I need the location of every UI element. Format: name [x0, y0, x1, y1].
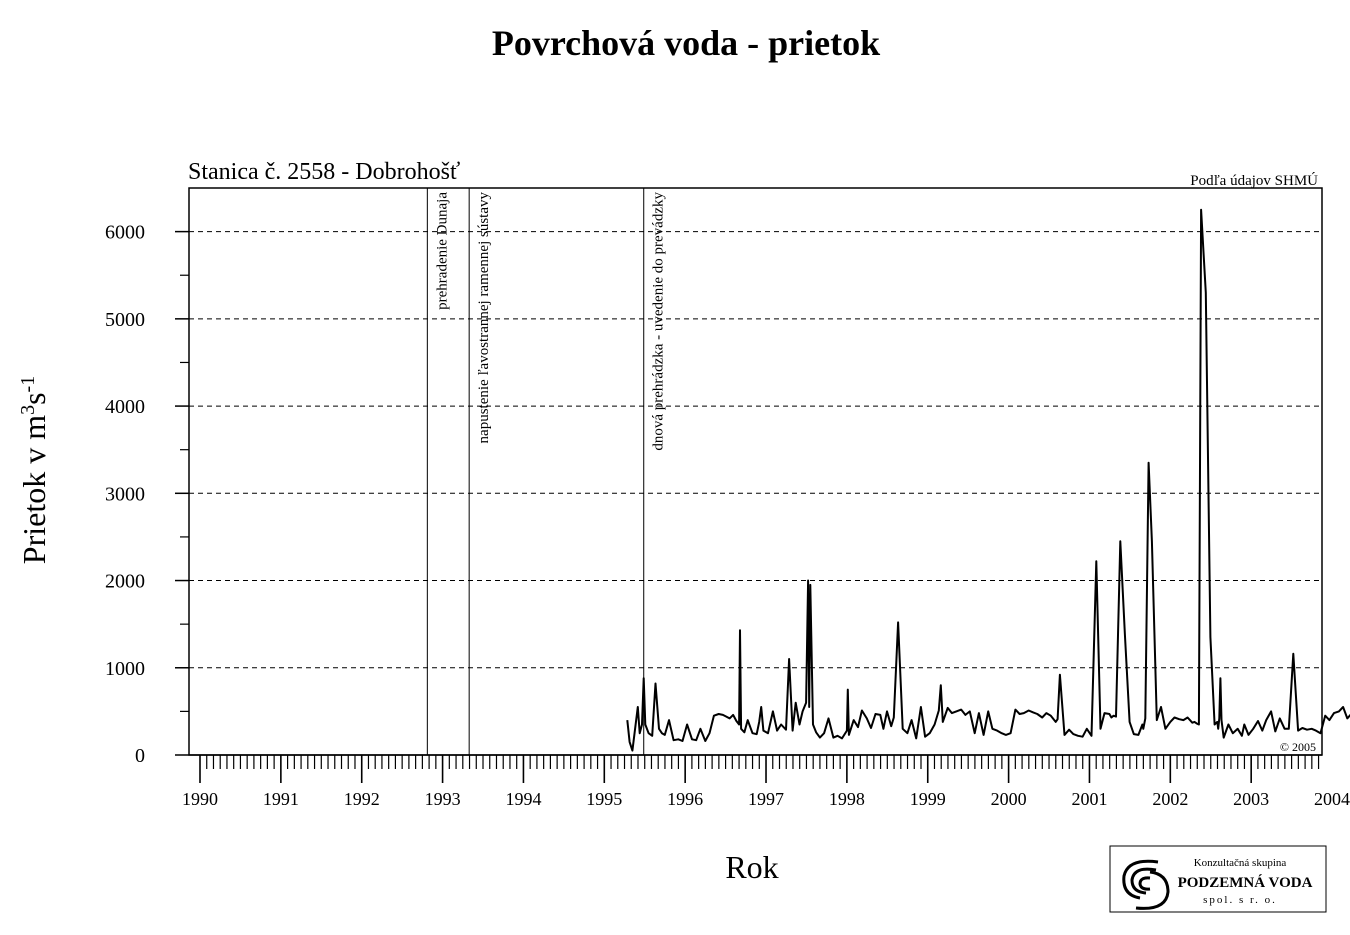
x-tick-label-1993: 1993 — [425, 789, 461, 809]
x-tick-label-1998: 1998 — [829, 789, 865, 809]
copyright-note: © 2005 — [1280, 740, 1316, 754]
x-tick-label-1995: 1995 — [586, 789, 622, 809]
grid-lines — [189, 231, 1322, 669]
x-tick-label-2002: 2002 — [1152, 789, 1188, 809]
x-tick-label-1999: 1999 — [910, 789, 946, 809]
chart-title: Povrchová voda - prietok — [492, 23, 880, 63]
x-tick-label-2001: 2001 — [1071, 789, 1107, 809]
y-axis-title-sup1: 3 — [17, 405, 39, 415]
y-tick-label-4000: 4000 — [105, 396, 145, 418]
x-tick-label-1990: 1990 — [182, 789, 218, 809]
y-axis-title: Prietok v m3s-1 — [16, 376, 52, 564]
company-logo: Konzultačná skupina PODZEMNÁ VODA spol. … — [1109, 845, 1327, 913]
x-axis-title: Rok — [725, 849, 778, 885]
y-axis-title-base: Prietok v m — [16, 415, 52, 564]
event-label-1: prehradenie Dunaja — [434, 192, 450, 310]
x-tick-label-1991: 1991 — [263, 789, 299, 809]
x-tick-label-2003: 2003 — [1233, 789, 1269, 809]
y-tick-label-0: 0 — [135, 745, 145, 767]
logo-mark-icon — [1122, 859, 1170, 910]
logo-frame — [1109, 845, 1327, 913]
x-tick-label-1997: 1997 — [748, 789, 784, 809]
logo-mark-stroke-2 — [1130, 867, 1157, 895]
x-tick-label-2004: 2004 — [1314, 789, 1350, 809]
y-axis: 0 1000 2000 3000 4000 5000 6000 — [105, 222, 189, 767]
logo-line-2: PODZEMNÁ VODA — [1178, 874, 1313, 891]
y-tick-label-1000: 1000 — [105, 658, 145, 680]
event-label-2: napustenie ľavostrannej ramennej sústavy — [476, 192, 492, 444]
logo-mark-stroke-3 — [1138, 876, 1151, 891]
data-source-note: Podľa údajov SHMÚ — [1190, 172, 1318, 189]
y-tick-label-5000: 5000 — [105, 309, 145, 331]
logo-line-3: spol. s r. o. — [1203, 894, 1277, 906]
event-markers: prehradenie Dunaja napustenie ľavostranne… — [426, 188, 667, 755]
event-label-3: dnová prehrádzka - uvedenie do prevádzky — [651, 192, 667, 451]
x-tick-label-1994: 1994 — [505, 789, 541, 809]
x-axis: 1990 1991 1992 1993 1994 1995 1996 1997 1998 1999… — [182, 754, 1350, 809]
x-tick-label-2000: 2000 — [991, 789, 1027, 809]
plot-frame — [188, 187, 1323, 756]
discharge-series-line — [626, 208, 1350, 752]
y-tick-label-6000: 6000 — [105, 222, 145, 244]
y-tick-label-2000: 2000 — [105, 571, 145, 593]
logo-mark-stroke-1 — [1122, 859, 1159, 900]
logo-mark-stroke-4 — [1135, 870, 1170, 910]
x-tick-label-1992: 1992 — [344, 789, 380, 809]
station-subtitle: Stanica č. 2558 - Dobrohošť — [188, 159, 460, 185]
y-tick-label-3000: 3000 — [105, 483, 145, 505]
x-tick-label-1996: 1996 — [667, 789, 703, 809]
logo-line-1: Konzultačná skupina — [1194, 857, 1287, 869]
y-axis-title-mid: s — [16, 392, 52, 404]
y-axis-title-sup2: -1 — [17, 376, 39, 393]
